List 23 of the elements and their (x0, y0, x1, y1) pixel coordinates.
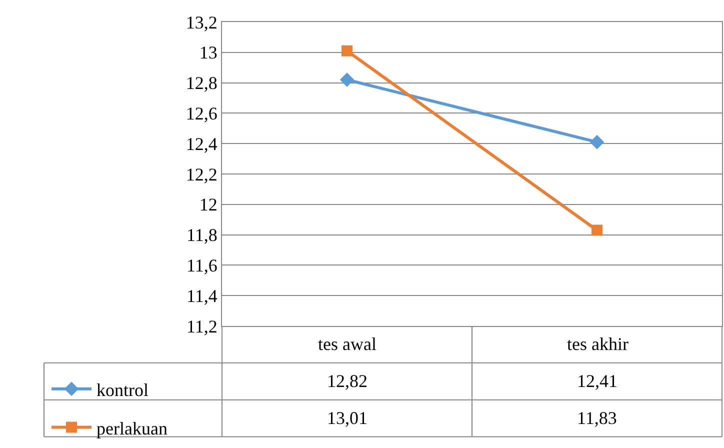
y-tick-label: 12 (199, 194, 218, 215)
y-tick-label: 13,2 (186, 12, 218, 32)
y-tick-label: 12,4 (186, 134, 218, 154)
y-tick-label: 11,8 (186, 225, 218, 246)
data-label: 12,82 (327, 371, 368, 391)
x-tick-label: tes awal (318, 334, 376, 354)
legend-label: kontrol (96, 380, 148, 400)
point (342, 45, 352, 56)
point (340, 72, 354, 87)
y-tick-label: 13 (199, 42, 218, 63)
legend-label: perlakuan (96, 418, 168, 438)
data-label: 13,01 (327, 408, 368, 428)
data-label: 12,41 (577, 371, 618, 391)
y-tick-label: 11,4 (186, 286, 218, 306)
y-tick-label: 12,6 (186, 104, 218, 124)
y-tick-label: 12,8 (186, 73, 218, 94)
y-tick-label: 11,6 (186, 256, 218, 276)
data-label: 11,83 (577, 408, 617, 428)
x-tick-label: tes akhir (567, 334, 628, 354)
point (592, 224, 602, 236)
y-tick-label: 11,2 (186, 316, 218, 336)
point (590, 134, 604, 150)
y-tick-label: 12,2 (186, 164, 218, 184)
